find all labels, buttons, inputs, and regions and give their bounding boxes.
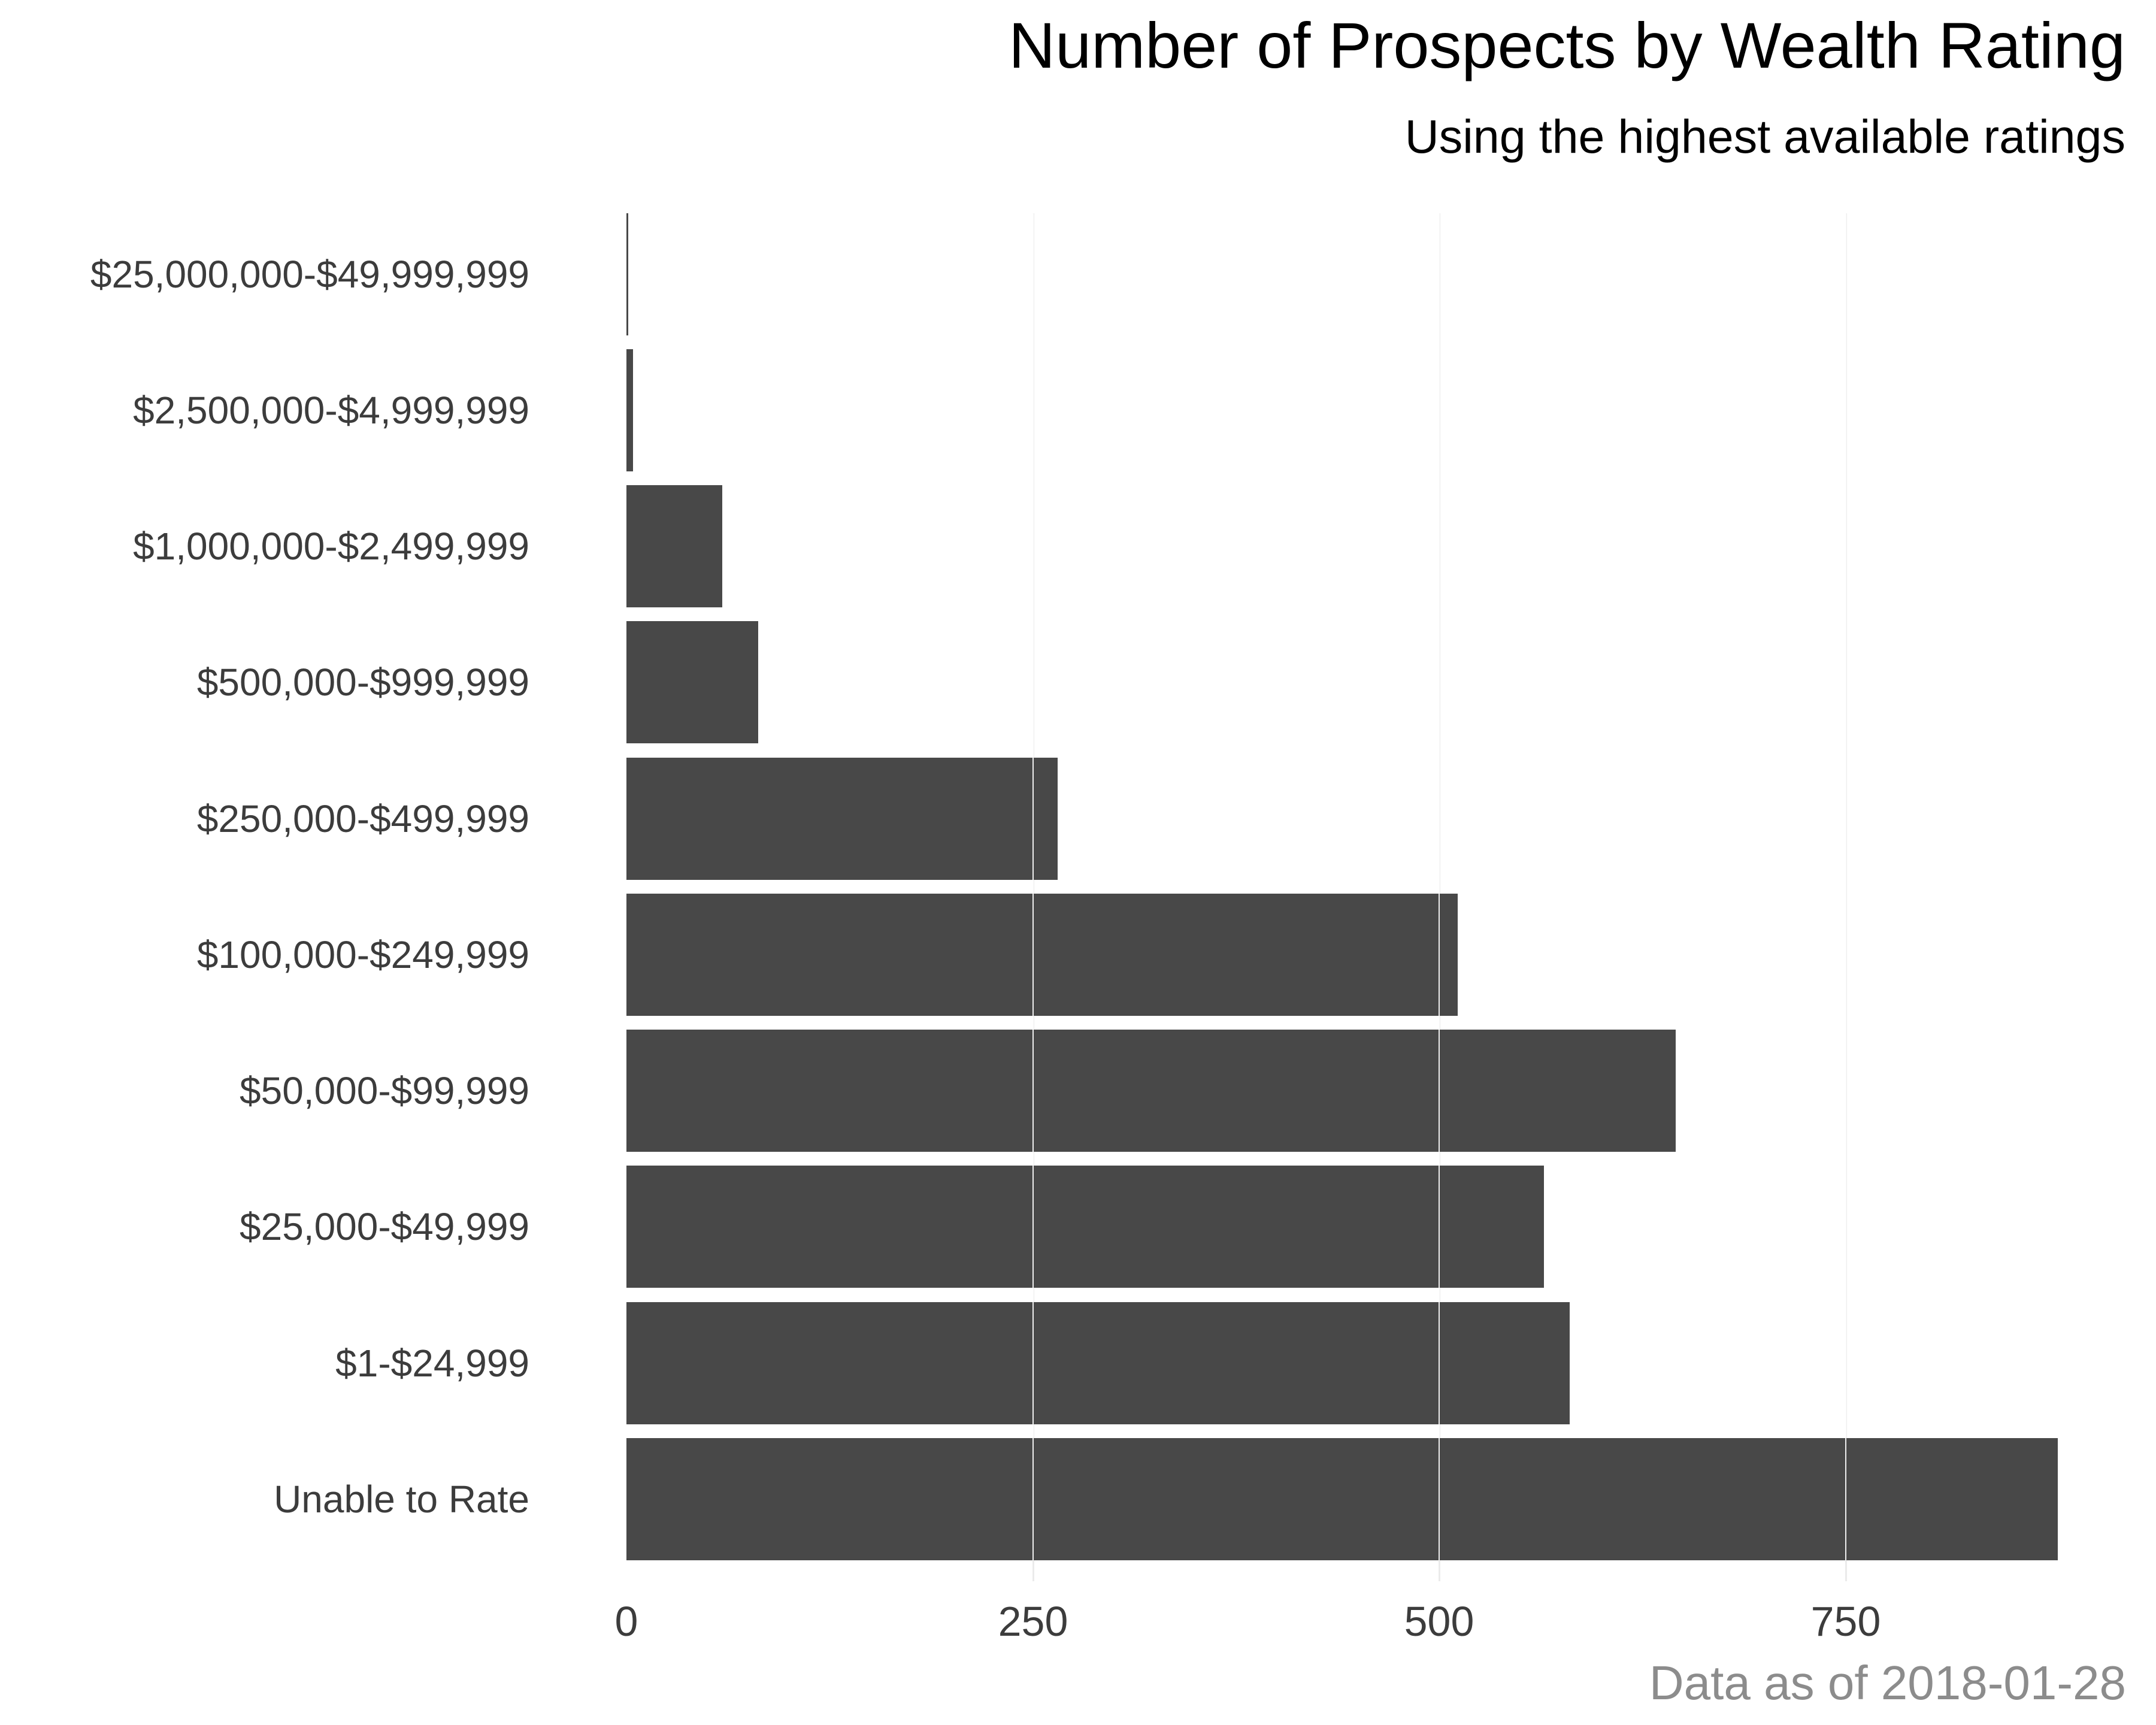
- y-label: $25,000,000-$49,999,999: [90, 253, 529, 296]
- x-tick-label: 500: [1404, 1598, 1474, 1645]
- chart-subtitle: Using the highest available ratings: [1404, 110, 2125, 163]
- bar: [626, 1302, 1570, 1424]
- y-label: $100,000-$249,999: [196, 933, 529, 976]
- bar: [626, 758, 1058, 880]
- y-label: $50,000-$99,999: [240, 1069, 529, 1112]
- bar: [626, 213, 628, 335]
- x-tick-label: 250: [998, 1598, 1068, 1645]
- y-label: $1-$24,999: [335, 1342, 529, 1385]
- y-label: $1,000,000-$2,499,999: [133, 525, 529, 568]
- bar: [626, 1166, 1544, 1288]
- gridline-overlay-500: [1439, 213, 1440, 1560]
- y-label: Unable to Rate: [274, 1478, 529, 1521]
- bar: [626, 485, 723, 607]
- y-label: $500,000-$999,999: [196, 661, 529, 704]
- y-label: $2,500,000-$4,999,999: [133, 389, 529, 432]
- bar: [626, 621, 758, 743]
- gridline-overlay-250: [1032, 213, 1034, 1560]
- data-date-caption: Data as of 2018-01-28: [1649, 1656, 2126, 1709]
- bar: [626, 1030, 1676, 1152]
- bar: [626, 894, 1458, 1016]
- x-tick-label: 0: [614, 1598, 638, 1645]
- chart-title: Number of Prospects by Wealth Rating: [1009, 9, 2125, 81]
- y-label: $250,000-$499,999: [196, 797, 529, 840]
- x-tick-label: 750: [1810, 1598, 1881, 1645]
- bar: [626, 1438, 2058, 1560]
- y-label: $25,000-$49,999: [240, 1205, 529, 1248]
- bar: [626, 349, 633, 471]
- gridline-overlay-750: [1845, 213, 1846, 1560]
